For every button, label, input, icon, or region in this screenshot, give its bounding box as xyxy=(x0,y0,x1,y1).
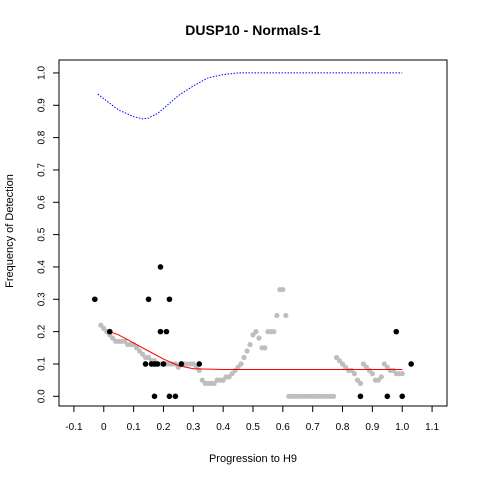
x-axis: -0.1 0 0.1 0.2 0.3 0.4 0.5 0.6 0.7 0.8 0.9 1.0 1.1 xyxy=(65,406,439,433)
data-point xyxy=(166,393,173,400)
data-point xyxy=(178,361,185,367)
smoothed-point xyxy=(253,329,259,335)
smoothed-point xyxy=(256,335,262,341)
data-point xyxy=(166,296,173,303)
x-tick-label: 0.7 xyxy=(306,422,320,433)
plot-frame xyxy=(58,59,448,407)
data-point xyxy=(393,328,400,335)
data-point xyxy=(357,393,364,400)
y-tick-label: 0.2 xyxy=(37,324,48,338)
data-point xyxy=(408,361,414,367)
series-layer xyxy=(92,72,414,400)
data-point xyxy=(384,393,391,400)
y-tick-label: 0.9 xyxy=(37,98,48,112)
y-axis: 0.0 0.1 0.2 0.3 0.4 0.5 0.6 0.7 0.8 0.9 1.0 xyxy=(37,66,59,403)
x-tick-label: 0.8 xyxy=(336,422,350,433)
chart-title: DUSP10 - Normals-1 xyxy=(185,22,321,38)
data-point xyxy=(172,393,179,400)
x-tick-label: 1.0 xyxy=(395,422,409,433)
data-point xyxy=(151,393,158,400)
data-point xyxy=(154,361,161,367)
smoothed-point xyxy=(357,380,364,386)
data-point xyxy=(145,296,152,303)
smoothed-point xyxy=(351,371,358,377)
y-tick-label: 0.4 xyxy=(37,260,48,274)
smoothed-point xyxy=(274,312,280,319)
data-point xyxy=(399,393,406,400)
y-axis-label: Frequency of Detection xyxy=(4,174,16,288)
smoothed-point xyxy=(247,341,253,348)
y-tick-label: 0.0 xyxy=(37,389,48,403)
y-tick-label: 0.8 xyxy=(37,130,48,144)
data-point xyxy=(92,296,98,303)
smoothed-point xyxy=(262,345,268,351)
data-point xyxy=(163,328,170,335)
y-tick-label: 0.7 xyxy=(37,163,48,177)
smoothed-point xyxy=(330,393,337,399)
x-tick-label: 0 xyxy=(101,422,107,433)
smoothed-point xyxy=(238,361,244,367)
x-tick-label: 0.3 xyxy=(186,422,200,433)
x-tick-label: 0.4 xyxy=(216,422,230,433)
data-point xyxy=(196,361,203,367)
smoothed-point xyxy=(378,374,384,380)
y-tick-label: 0.1 xyxy=(37,357,48,371)
smoothed-point xyxy=(369,371,375,377)
data-point xyxy=(157,328,164,335)
smoothed-point xyxy=(244,348,250,354)
y-tick-label: 0.3 xyxy=(37,292,48,306)
x-tick-label: -0.1 xyxy=(65,422,83,433)
data-point xyxy=(142,361,149,367)
x-tick-label: 0.9 xyxy=(365,422,379,433)
smoothed-point xyxy=(280,286,286,293)
y-tick-label: 0.5 xyxy=(37,227,48,241)
data-point xyxy=(160,361,167,367)
upper-curve xyxy=(97,72,403,120)
smoothed-point xyxy=(399,371,405,377)
data-point xyxy=(157,264,164,270)
x-tick-label: 0.5 xyxy=(246,422,260,433)
x-tick-label: 0.1 xyxy=(127,422,141,433)
smoothed-point xyxy=(241,354,247,361)
x-axis-label: Progression to H9 xyxy=(209,453,297,465)
y-tick-label: 0.6 xyxy=(37,195,48,209)
x-tick-label: 0.2 xyxy=(157,422,171,433)
fit-line xyxy=(109,331,403,370)
smoothed-point xyxy=(271,329,277,335)
data-point xyxy=(106,328,113,335)
x-tick-label: 1.1 xyxy=(425,422,439,433)
smoothed-point xyxy=(283,312,289,319)
y-tick-label: 1.0 xyxy=(37,66,48,80)
x-tick-label: 0.6 xyxy=(276,422,290,433)
